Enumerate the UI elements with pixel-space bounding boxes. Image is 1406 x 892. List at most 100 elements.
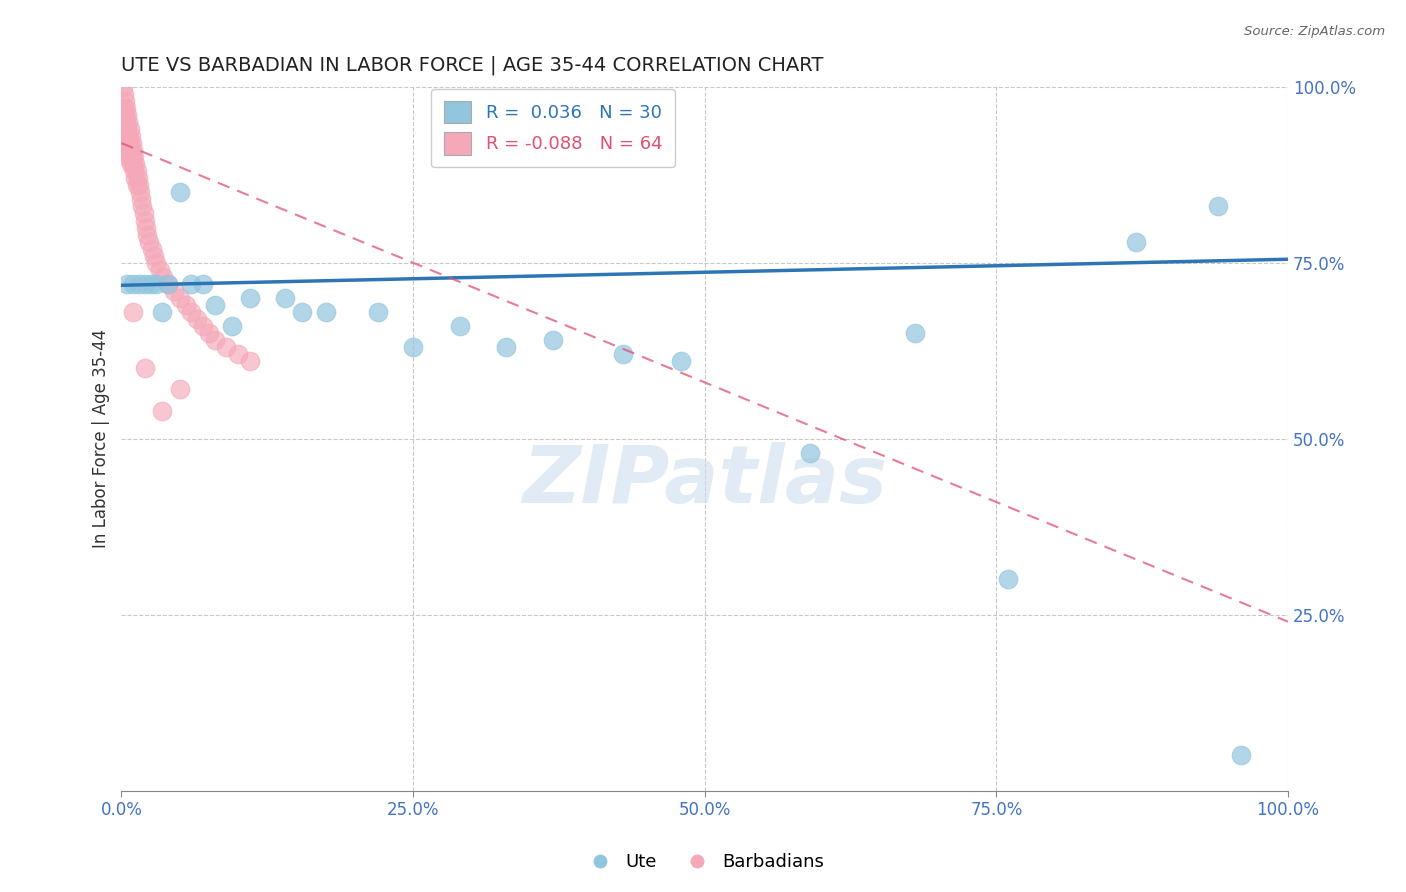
Point: [799, 446, 821, 460]
Point: [145, 277, 167, 291]
Text: UTE VS BARBADIAN IN LABOR FORCE | AGE 35-44 CORRELATION CHART: UTE VS BARBADIAN IN LABOR FORCE | AGE 35…: [121, 55, 824, 75]
Point: [117, 136, 139, 150]
Point: [114, 108, 136, 122]
Point: [125, 178, 148, 193]
Point: [169, 186, 191, 200]
Point: [191, 319, 214, 334]
Legend: Ute, Barbadians: Ute, Barbadians: [575, 847, 831, 879]
Point: [115, 143, 138, 157]
Point: [112, 87, 135, 101]
Point: [121, 150, 143, 164]
Point: [135, 220, 157, 235]
Point: [117, 277, 139, 291]
Point: [120, 143, 142, 157]
Point: [117, 122, 139, 136]
Point: [132, 206, 155, 220]
Point: [120, 129, 142, 144]
Point: [402, 340, 425, 354]
Point: [904, 326, 927, 340]
Point: [157, 277, 180, 291]
Point: [118, 150, 141, 164]
Point: [143, 249, 166, 263]
Point: [122, 157, 145, 171]
Point: [117, 115, 139, 129]
Point: [124, 150, 146, 164]
Point: [129, 186, 152, 200]
Point: [163, 284, 186, 298]
Point: [149, 262, 172, 277]
Point: [122, 143, 145, 157]
Point: [291, 305, 314, 319]
Point: [169, 291, 191, 305]
Point: [204, 333, 226, 347]
Point: [124, 164, 146, 178]
Point: [115, 101, 138, 115]
Point: [150, 305, 173, 319]
Point: [1125, 235, 1147, 249]
Point: [239, 354, 262, 368]
Point: [180, 305, 202, 319]
Point: [122, 305, 145, 319]
Point: [169, 383, 191, 397]
Point: [124, 171, 146, 186]
Point: [117, 150, 139, 164]
Point: [367, 305, 389, 319]
Point: [134, 213, 156, 227]
Point: [157, 277, 180, 291]
Point: [612, 347, 634, 361]
Point: [174, 298, 197, 312]
Text: ZIPatlas: ZIPatlas: [522, 442, 887, 520]
Point: [671, 354, 693, 368]
Point: [129, 193, 152, 207]
Point: [226, 347, 249, 361]
Point: [115, 129, 138, 144]
Point: [221, 319, 243, 334]
Point: [112, 101, 135, 115]
Point: [449, 319, 471, 334]
Point: [118, 136, 141, 150]
Point: [114, 94, 136, 108]
Point: [125, 164, 148, 178]
Point: [145, 256, 167, 270]
Point: [997, 573, 1019, 587]
Point: [191, 277, 214, 291]
Point: [128, 178, 150, 193]
Point: [1206, 199, 1229, 213]
Point: [198, 326, 221, 340]
Point: [180, 277, 202, 291]
Point: [131, 199, 153, 213]
Point: [124, 157, 146, 171]
Point: [117, 143, 139, 157]
Point: [111, 79, 134, 94]
Point: [495, 340, 517, 354]
Point: [139, 277, 162, 291]
Legend: R =  0.036   N = 30, R = -0.088   N = 64: R = 0.036 N = 30, R = -0.088 N = 64: [432, 89, 675, 167]
Point: [117, 129, 139, 144]
Point: [114, 122, 136, 136]
Point: [120, 157, 142, 171]
Point: [541, 333, 564, 347]
Point: [117, 108, 139, 122]
Y-axis label: In Labor Force | Age 35-44: In Labor Force | Age 35-44: [93, 329, 110, 549]
Point: [134, 277, 156, 291]
Text: Source: ZipAtlas.com: Source: ZipAtlas.com: [1244, 25, 1385, 38]
Point: [215, 340, 238, 354]
Point: [138, 235, 160, 249]
Point: [134, 361, 156, 376]
Point: [150, 403, 173, 417]
Point: [136, 227, 159, 242]
Point: [274, 291, 297, 305]
Point: [127, 171, 149, 186]
Point: [128, 277, 150, 291]
Point: [115, 115, 138, 129]
Point: [122, 277, 145, 291]
Point: [186, 312, 208, 326]
Point: [315, 305, 337, 319]
Point: [204, 298, 226, 312]
Point: [141, 242, 163, 256]
Point: [239, 291, 262, 305]
Point: [118, 122, 141, 136]
Point: [152, 269, 174, 284]
Point: [121, 136, 143, 150]
Point: [1230, 748, 1253, 763]
